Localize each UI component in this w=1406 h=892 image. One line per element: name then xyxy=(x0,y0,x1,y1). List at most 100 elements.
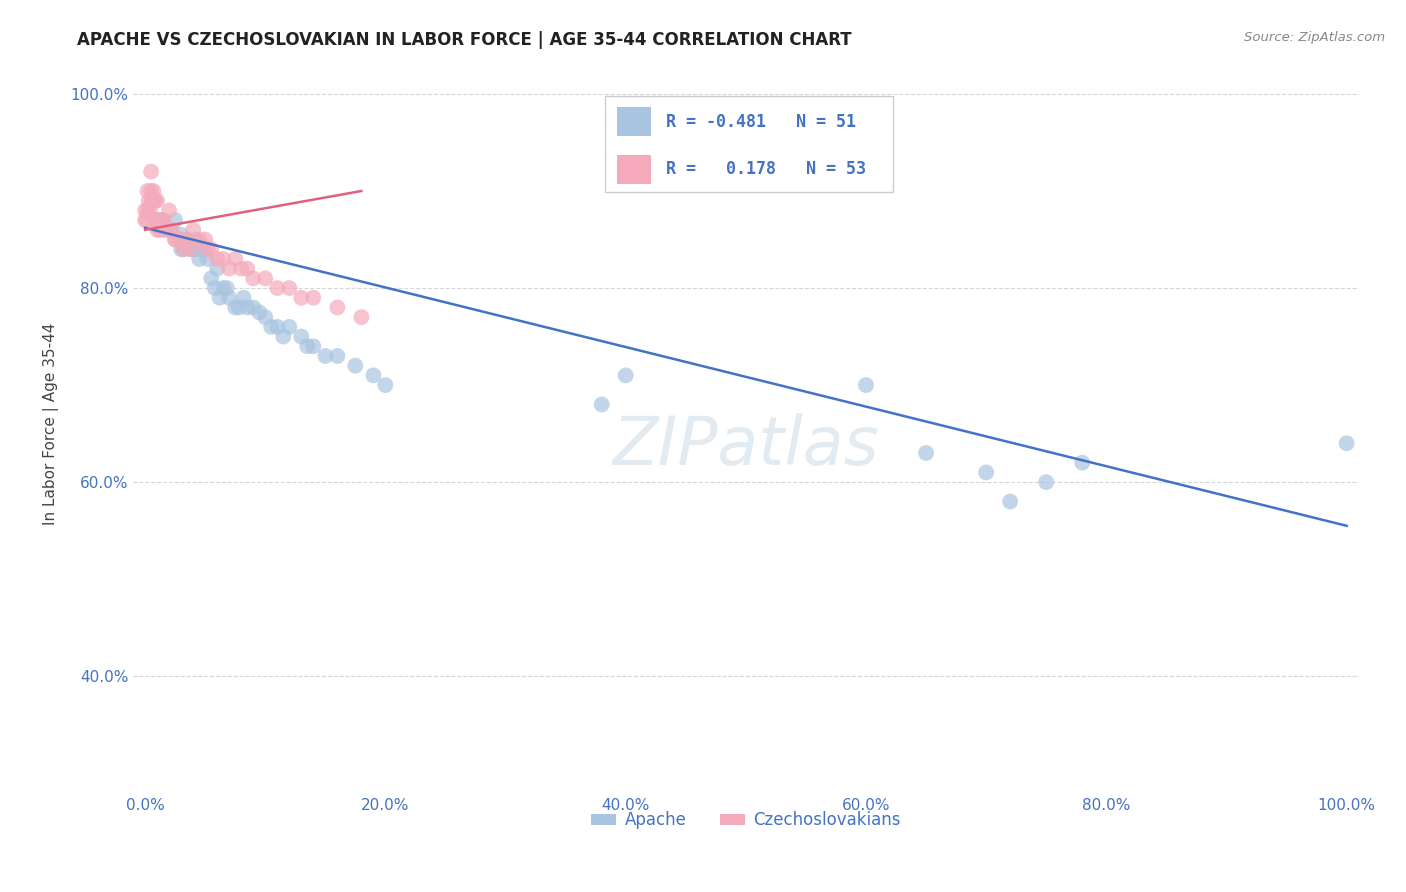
Bar xyxy=(617,107,651,136)
Point xyxy=(170,242,193,256)
Point xyxy=(290,291,312,305)
Point xyxy=(915,446,938,460)
Point xyxy=(205,261,228,276)
Point xyxy=(170,233,193,247)
Point xyxy=(173,242,195,256)
Point xyxy=(278,281,301,295)
Point xyxy=(194,233,217,247)
Point xyxy=(141,194,163,208)
Point xyxy=(181,223,204,237)
Point xyxy=(146,213,169,227)
Point xyxy=(146,213,169,227)
Point xyxy=(188,252,211,266)
Point xyxy=(139,184,162,198)
Point xyxy=(152,223,174,237)
Point xyxy=(1071,456,1094,470)
Text: ZIPatlas: ZIPatlas xyxy=(613,413,879,479)
Point xyxy=(236,261,259,276)
Point xyxy=(232,291,254,305)
Point xyxy=(302,291,325,305)
Point xyxy=(156,223,179,237)
Point xyxy=(205,252,228,266)
Point xyxy=(278,319,301,334)
Point xyxy=(143,194,166,208)
Point xyxy=(344,359,367,373)
Point xyxy=(204,281,226,295)
Point xyxy=(141,194,163,208)
Point xyxy=(173,242,195,256)
Point xyxy=(200,242,222,256)
Point xyxy=(139,164,162,178)
Point xyxy=(180,242,202,256)
Bar xyxy=(617,154,651,185)
Point xyxy=(142,184,165,198)
Point xyxy=(176,233,198,247)
Point xyxy=(212,252,235,266)
Point xyxy=(266,319,288,334)
Point xyxy=(314,349,336,363)
Point xyxy=(143,194,166,208)
Point xyxy=(1035,475,1057,489)
Point xyxy=(350,310,373,325)
Point xyxy=(134,203,156,218)
Text: Source: ZipAtlas.com: Source: ZipAtlas.com xyxy=(1244,31,1385,45)
Point xyxy=(139,203,162,218)
Point xyxy=(855,378,877,392)
Point xyxy=(260,319,283,334)
Point xyxy=(135,213,157,227)
Point xyxy=(165,233,187,247)
Point xyxy=(180,242,202,256)
Point xyxy=(165,213,187,227)
Point xyxy=(152,213,174,227)
Point xyxy=(374,378,396,392)
Point xyxy=(254,310,277,325)
Point xyxy=(167,233,190,247)
Point xyxy=(194,242,217,256)
Point xyxy=(136,203,159,218)
Point xyxy=(224,301,246,315)
Point xyxy=(157,223,180,237)
Legend: Apache, Czechoslovakians: Apache, Czechoslovakians xyxy=(585,805,907,836)
Point xyxy=(146,223,169,237)
Point xyxy=(176,233,198,247)
Point xyxy=(148,213,170,227)
Point xyxy=(157,203,180,218)
Point xyxy=(197,242,219,256)
Point xyxy=(148,223,170,237)
Point xyxy=(160,223,183,237)
Point xyxy=(165,233,187,247)
Point xyxy=(297,339,319,353)
Point xyxy=(326,301,349,315)
Point xyxy=(228,301,250,315)
Point xyxy=(290,329,312,343)
Y-axis label: In Labor Force | Age 35-44: In Labor Force | Age 35-44 xyxy=(44,323,59,525)
Point xyxy=(145,213,167,227)
Point xyxy=(188,233,211,247)
Point xyxy=(998,494,1021,508)
Point xyxy=(181,242,204,256)
Text: R = -0.481   N = 51: R = -0.481 N = 51 xyxy=(666,112,856,130)
Point xyxy=(215,281,238,295)
Point xyxy=(302,339,325,353)
Point xyxy=(149,213,172,227)
Point xyxy=(614,368,637,383)
Point xyxy=(326,349,349,363)
Point xyxy=(247,305,270,319)
Text: R =   0.178   N = 53: R = 0.178 N = 53 xyxy=(666,161,866,178)
Point xyxy=(974,466,997,480)
Point xyxy=(184,233,207,247)
FancyBboxPatch shape xyxy=(605,95,893,192)
Point xyxy=(242,301,264,315)
Point xyxy=(138,194,160,208)
Point xyxy=(188,242,211,256)
Point xyxy=(218,261,240,276)
Point xyxy=(136,184,159,198)
Point xyxy=(208,291,231,305)
Point xyxy=(200,271,222,285)
Point xyxy=(218,291,240,305)
Point xyxy=(231,261,253,276)
Point xyxy=(271,329,294,343)
Point xyxy=(146,194,169,208)
Point xyxy=(152,213,174,227)
Point xyxy=(1336,436,1358,450)
